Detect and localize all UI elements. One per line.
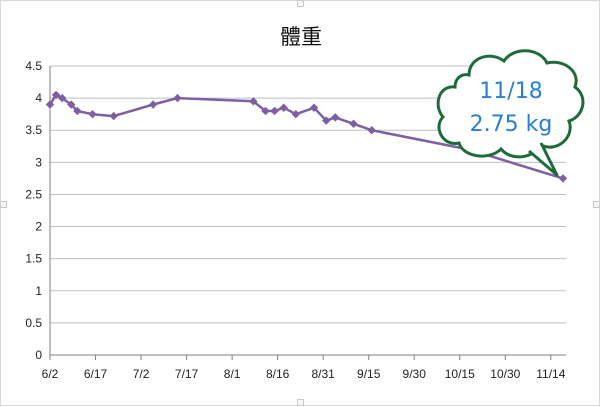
data-point-marker xyxy=(291,109,301,119)
data-point-marker xyxy=(249,97,258,106)
y-tick-label: 2.5 xyxy=(25,187,42,201)
callout-line-weight: 2.75 kg xyxy=(470,112,553,137)
data-point-marker xyxy=(57,93,67,103)
x-tick-label: 7/2 xyxy=(133,367,150,381)
x-tick-label: 8/31 xyxy=(311,367,335,381)
data-point-marker xyxy=(261,106,270,116)
axes xyxy=(49,66,566,356)
data-point-marker xyxy=(149,100,158,109)
data-point-marker xyxy=(45,100,55,109)
data-point-marker xyxy=(349,119,358,128)
data-point-marker xyxy=(279,103,288,112)
callout-line-date: 11/18 xyxy=(479,79,542,104)
x-tick-label: 10/15 xyxy=(445,367,475,381)
y-tick-label: 1.5 xyxy=(25,252,42,266)
x-axis-ticks: 6/2 6/17 7/2 7/17 8/1 8/16 8/31 9/15 9/30 10/15 10… xyxy=(42,355,566,381)
data-point-marker xyxy=(331,113,340,122)
y-tick-label: 2 xyxy=(35,220,42,234)
chart-title: 體重 xyxy=(280,25,322,49)
annotation-callout: 11/18 2.75 kg xyxy=(436,49,585,177)
x-tick-label: 6/2 xyxy=(42,367,59,381)
resize-handle-top[interactable] xyxy=(297,0,304,7)
data-point-marker xyxy=(367,126,376,135)
x-tick-label: 10/30 xyxy=(490,367,520,381)
data-series xyxy=(45,90,568,183)
data-point-marker xyxy=(67,100,76,109)
data-point-marker xyxy=(270,106,279,116)
data-point-marker xyxy=(309,103,319,112)
data-point-marker xyxy=(73,106,82,116)
y-tick-label: 1 xyxy=(35,284,42,298)
x-tick-label: 9/30 xyxy=(403,367,427,381)
callout-tail xyxy=(528,142,559,177)
x-tick-label: 8/1 xyxy=(224,367,241,381)
y-tick-label: 4.5 xyxy=(25,59,42,73)
y-tick-label: 3.5 xyxy=(25,123,42,137)
y-tick-label: 3 xyxy=(35,155,42,169)
resize-handle-left[interactable] xyxy=(0,201,7,208)
x-tick-label: 9/15 xyxy=(357,367,381,381)
y-tick-label: 0 xyxy=(35,348,42,362)
y-tick-label: 4 xyxy=(35,91,42,105)
data-point-marker xyxy=(51,90,61,100)
y-axis-ticks: 0 0.5 1 1.5 2 2.5 3 3.5 4 4.5 xyxy=(25,59,42,362)
data-point-marker xyxy=(88,109,97,119)
data-point-marker xyxy=(173,93,182,103)
data-point-marker xyxy=(109,111,118,121)
y-tick-label: 0.5 xyxy=(25,316,42,330)
data-point-marker xyxy=(558,174,568,183)
x-tick-label: 6/17 xyxy=(84,367,108,381)
x-tick-label: 11/14 xyxy=(536,367,565,381)
x-tick-label: 8/16 xyxy=(266,367,290,381)
x-tick-label: 7/17 xyxy=(175,367,199,381)
data-point-marker xyxy=(322,116,331,125)
